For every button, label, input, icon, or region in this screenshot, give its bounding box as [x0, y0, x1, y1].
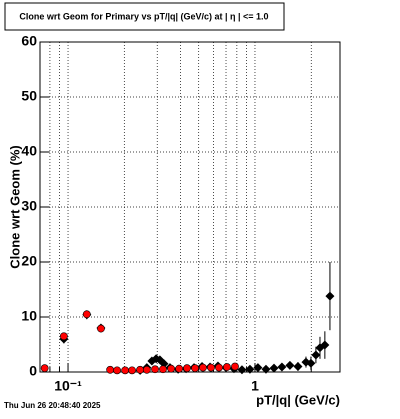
data-point — [215, 363, 223, 372]
x-tick-label: 10⁻¹ — [54, 378, 82, 394]
data-point — [253, 363, 263, 373]
y-tick-label: 20 — [21, 253, 37, 269]
data-point — [175, 364, 184, 373]
data-point — [199, 363, 207, 372]
y-tick-label: 40 — [21, 143, 37, 159]
data-point — [261, 364, 271, 374]
data-point — [306, 358, 316, 368]
data-point — [285, 360, 295, 370]
data-point — [59, 332, 68, 341]
footer-date: Thu Jun 26 20:48:40 2025 — [4, 401, 101, 410]
data-point — [97, 324, 105, 333]
data-point — [142, 365, 151, 374]
title-box — [4, 2, 285, 31]
data-point — [311, 350, 321, 360]
data-point — [207, 363, 215, 372]
data-point — [237, 365, 247, 375]
data-point — [293, 362, 303, 371]
y-tick-label: 30 — [21, 198, 37, 214]
data-point — [40, 364, 49, 373]
x-axis-label: pT/|q| (GeV/c) — [256, 392, 340, 407]
x-tick-label: 1 — [251, 378, 259, 394]
data-point — [113, 366, 121, 375]
data-point — [167, 364, 176, 373]
data-point — [136, 365, 145, 374]
data-point — [223, 363, 231, 371]
plot-border — [39, 41, 341, 373]
y-tick-label: 10 — [21, 308, 37, 324]
data-point — [183, 364, 191, 373]
data-point — [325, 291, 335, 301]
y-tick-label: 60 — [21, 33, 37, 49]
data-point — [245, 364, 255, 374]
data-point — [82, 310, 91, 319]
data-point — [106, 365, 115, 374]
data-point — [269, 363, 279, 373]
y-tick-label: 0 — [29, 363, 37, 379]
data-point — [121, 366, 130, 375]
data-point — [320, 340, 330, 350]
chart-title: Clone wrt Geom for Primary vs pT/|q| (Ge… — [19, 11, 268, 21]
data-point — [151, 365, 159, 374]
y-tick-label: 50 — [21, 88, 37, 104]
data-point — [191, 364, 199, 373]
data-point — [277, 362, 287, 372]
data-point — [231, 362, 239, 371]
y-axis-label: Clone wrt Geom (%) — [7, 145, 22, 269]
data-point — [128, 366, 136, 375]
data-point — [159, 365, 167, 374]
